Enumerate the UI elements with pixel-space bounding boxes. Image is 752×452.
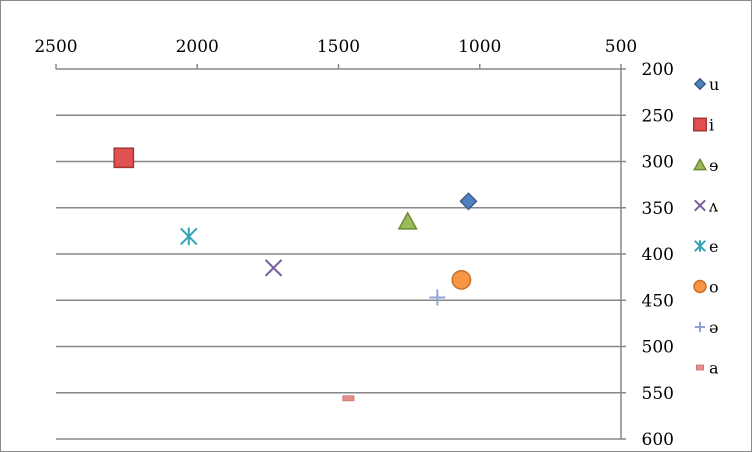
legend-label-6: o [709, 278, 719, 297]
legend-marker-6 [693, 279, 707, 294]
legend-label-7: ə [709, 318, 718, 337]
legend-item-5: e [694, 237, 718, 256]
data-point-1 [459, 192, 478, 211]
x-tick-labels: 2500 2000 1500 1000 500 [34, 37, 637, 57]
legend-item-4: ʌ [694, 197, 718, 216]
x-tick-label-1000: 1000 [458, 37, 501, 57]
legend-label-3: ɘ [709, 156, 718, 175]
legend-item-2: i [693, 116, 714, 135]
legend-label-1: u [709, 75, 719, 94]
legend-marker-3 [693, 157, 707, 171]
y-tick-label-250: 250 [642, 106, 674, 126]
y-tick-label-600: 600 [642, 430, 674, 450]
legend-marker-7 [694, 321, 706, 333]
legend-marker-5 [694, 240, 706, 252]
legend-label-8: a [709, 359, 719, 378]
legend-marker-8 [695, 364, 705, 371]
y-tick-label-550: 550 [642, 384, 674, 404]
data-point-7 [429, 289, 446, 306]
legend-item-7: ə [694, 318, 718, 337]
axes [55, 64, 626, 440]
x-tick-label-1500: 1500 [317, 37, 360, 57]
legend-label-4: ʌ [708, 197, 718, 216]
legend-item-6: o [693, 278, 719, 297]
y-tick-label-300: 300 [642, 153, 674, 173]
legend-label-5: e [709, 237, 718, 256]
x-tick-label-2500: 2500 [34, 37, 77, 57]
data-point-4 [264, 259, 283, 277]
legend-item-8: a [695, 359, 719, 378]
y-tick-labels: 200 250 300 350 400 450 500 550 600 [642, 60, 674, 450]
y-tick-label-350: 350 [642, 199, 674, 219]
data-point-2 [113, 147, 135, 169]
y-tick-label-450: 450 [642, 291, 674, 311]
legend: u i ɘ ʌ e o ə a [693, 75, 719, 378]
legend-item-3: ɘ [693, 156, 718, 175]
gridlines [56, 114, 621, 440]
data-point-6 [451, 269, 472, 290]
data-points [113, 147, 478, 402]
data-point-3 [397, 211, 418, 230]
x-tick-label-500: 500 [605, 37, 637, 57]
y-tick-label-500: 500 [642, 338, 674, 358]
y-tick-label-400: 400 [642, 245, 674, 265]
x-tick-label-2000: 2000 [176, 37, 219, 57]
data-point-5 [180, 227, 198, 246]
data-point-8 [342, 395, 355, 402]
legend-label-2: i [709, 116, 714, 135]
legend-marker-4 [694, 199, 706, 212]
legend-marker-2 [693, 117, 707, 132]
legend-item-1: u [693, 75, 719, 94]
legend-marker-1 [693, 77, 707, 91]
y-tick-label-200: 200 [642, 60, 674, 80]
